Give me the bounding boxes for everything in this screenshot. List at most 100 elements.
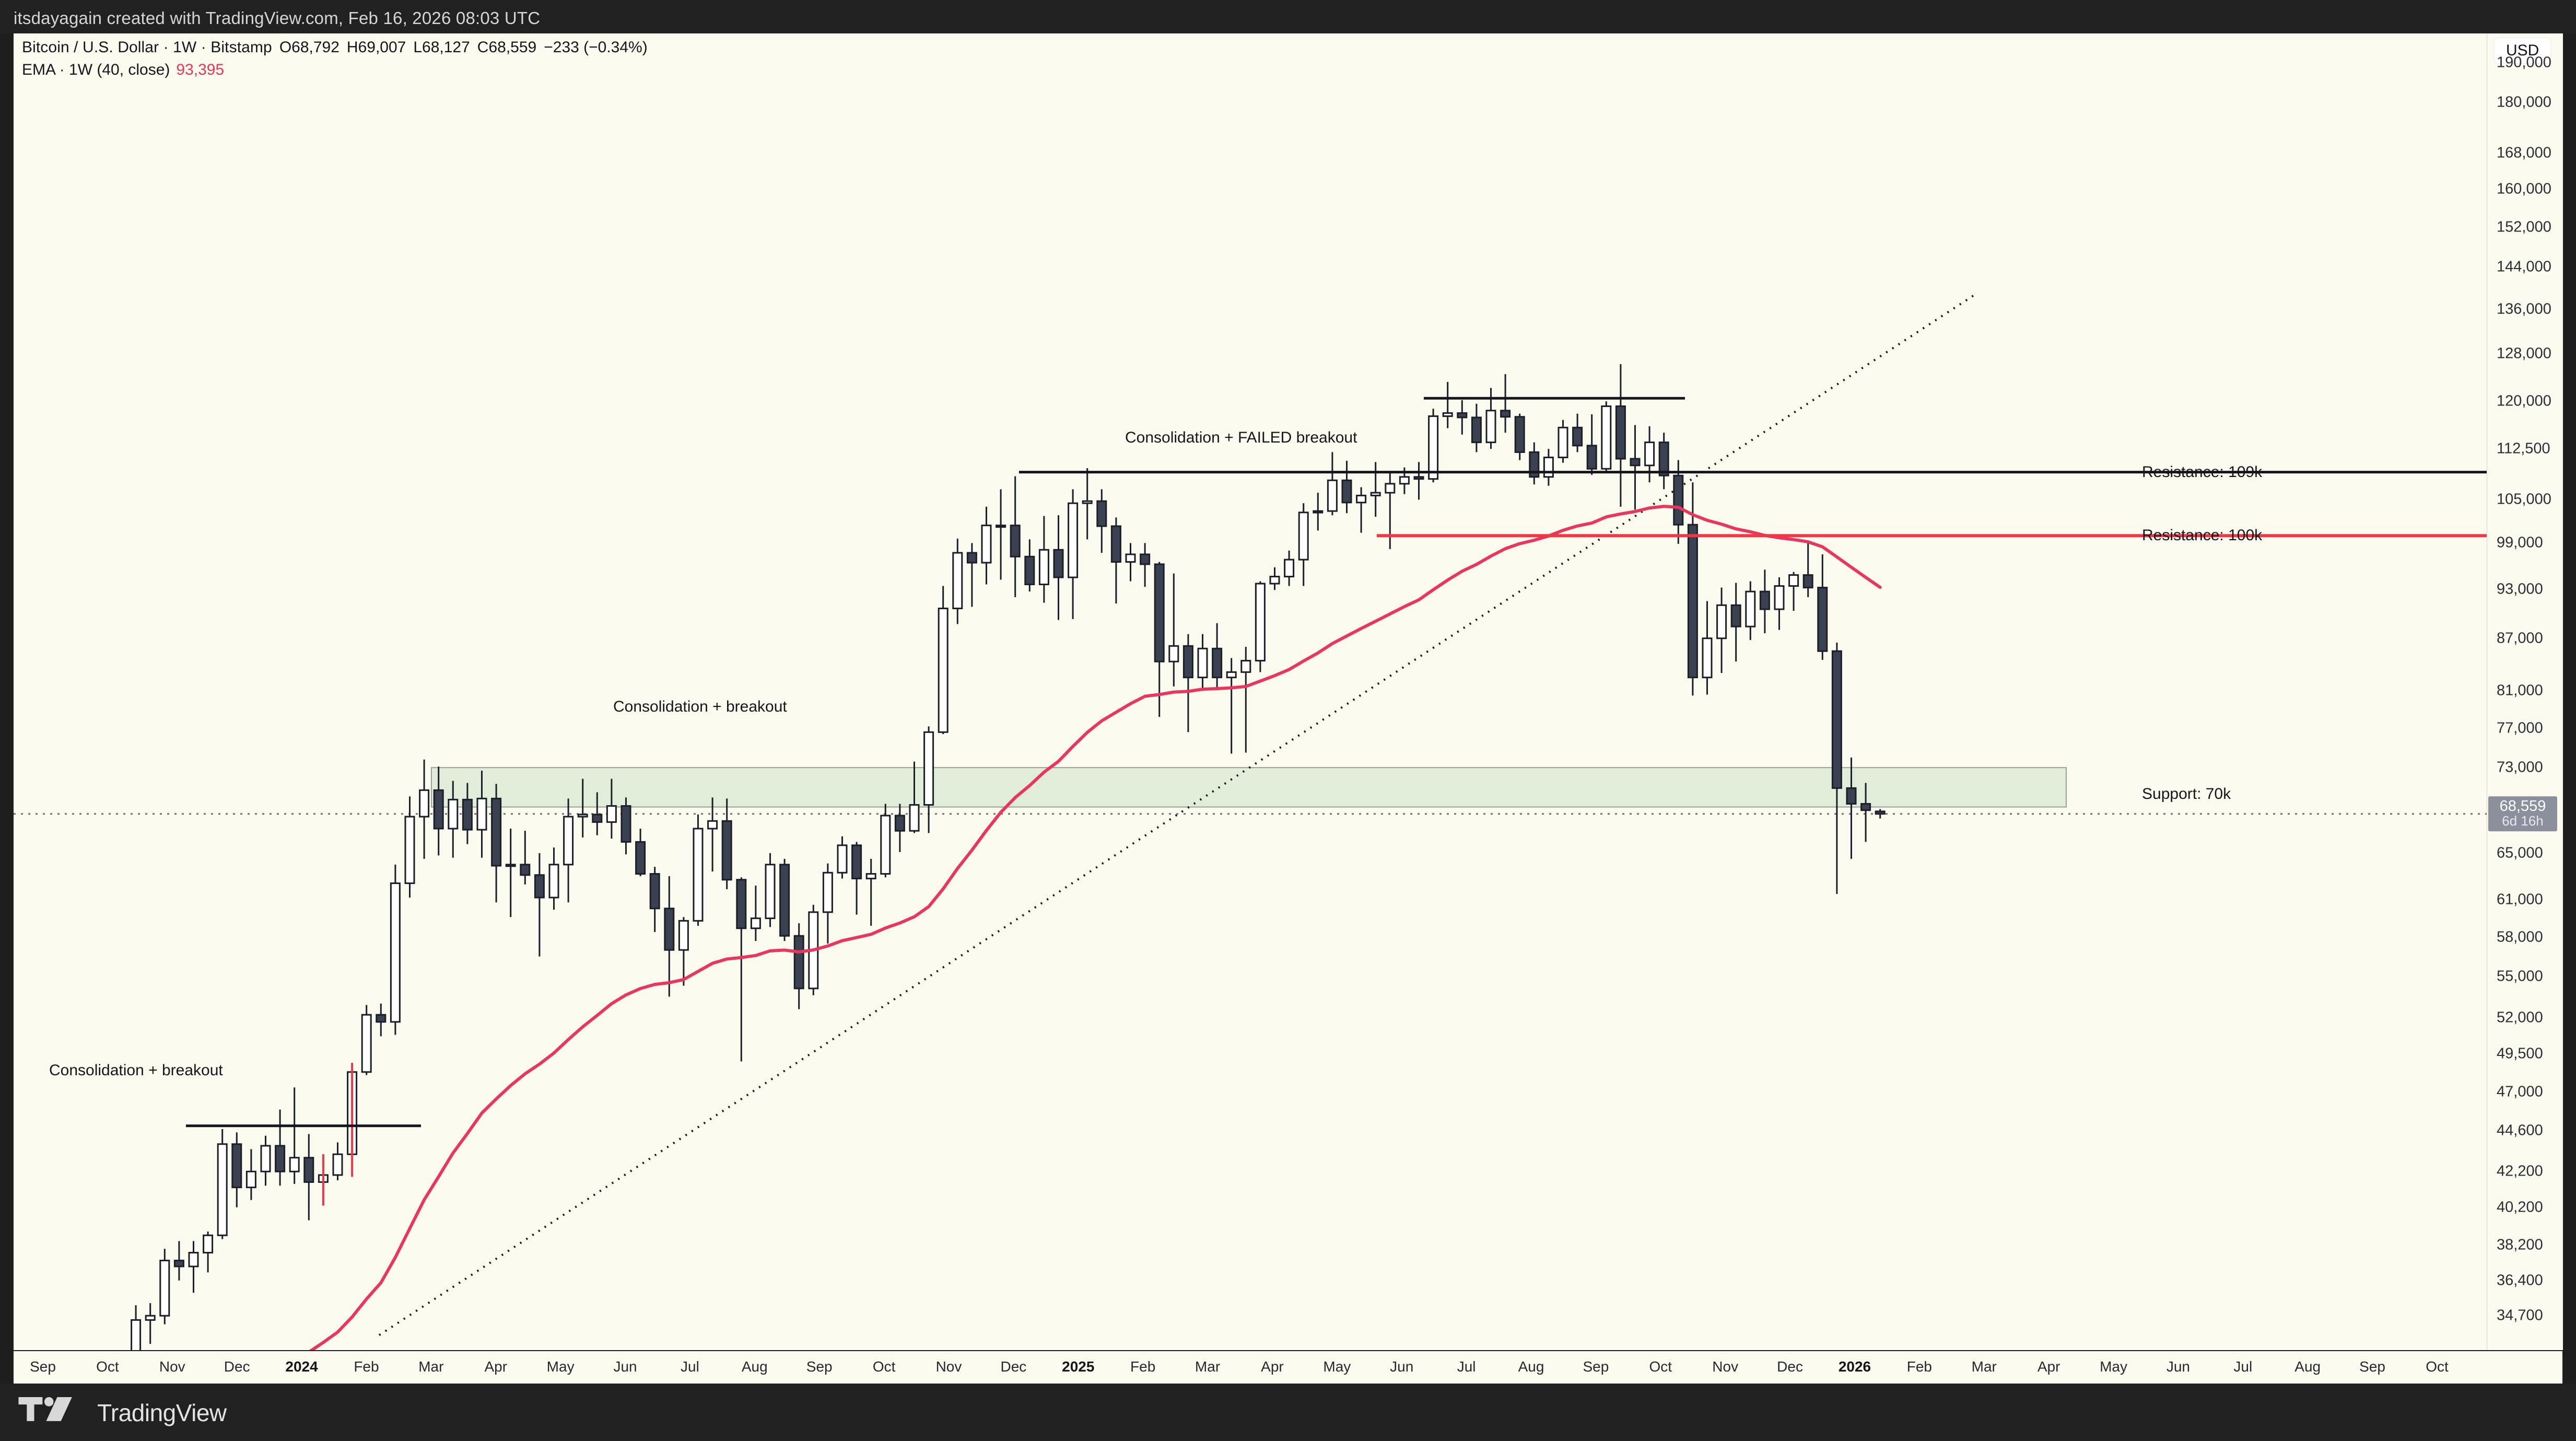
candle-body-bullish [750,917,761,929]
time-tick-year: 2024 [285,1358,318,1375]
price-tick-label: 61,000 [2497,891,2543,908]
candle-body-bearish [1846,787,1857,805]
open-value: O68,792 [279,39,339,56]
time-tick-month: Jun [2166,1358,2190,1375]
candle-body-bearish [1673,474,1684,526]
candle-body-bullish [880,815,891,875]
time-tick-month: Mar [418,1358,444,1375]
price-tick-label: 58,000 [2497,928,2543,946]
label-support-70k[interactable]: Support: 70k [2142,785,2231,803]
candle-body-bullish [1356,494,1367,504]
candle-body-bearish [1817,587,1828,652]
candle-body-bullish [1226,671,1237,679]
time-tick-month: Feb [354,1358,379,1375]
label-resistance-100k[interactable]: Resistance: 100k [2142,527,2263,544]
candle-body-bullish [837,844,848,874]
tradingview-mark-icon [18,1397,72,1421]
price-tick-label: 40,200 [2497,1199,2543,1216]
tradingview-wordmark: TradingView [97,1399,227,1426]
price-axis[interactable]: USD 190,000 180,000 168,000 160,000 152,000 1… [2487,33,2563,1350]
annotation-consolidation-early[interactable]: Consolidation + breakout [49,1062,223,1079]
candle-body-bearish [1514,416,1525,453]
candle-body-bearish [1182,645,1193,679]
price-tick-label: 152,000 [2497,218,2551,236]
candle-body-bullish [1601,405,1612,470]
time-tick-month: Jun [1390,1358,1414,1375]
candle-body-bullish [1774,585,1785,610]
candle-body-bearish [1759,590,1770,610]
candle-body-bullish [1485,410,1496,444]
candle-body-bullish [1327,479,1338,512]
candle-body-bearish [275,1145,286,1172]
candle-body-bearish [736,879,747,929]
candle-body-bearish [1572,426,1583,447]
candle-body-bullish [606,805,617,823]
candle-body-bearish [793,935,804,990]
price-tick-label: 168,000 [2497,144,2551,161]
candle-body-bullish [245,1170,256,1189]
candle-body-bullish [1313,510,1324,514]
candle-body-bearish [1024,555,1035,586]
time-tick-month: Dec [1777,1358,1803,1375]
candle-body-bearish [1140,553,1151,565]
candle-body-bearish [1053,549,1064,578]
candle-body-bullish [1702,637,1713,679]
candle-body-bullish [1399,476,1410,485]
candle-body-bullish [996,525,1006,528]
legend-indicator-row[interactable]: EMA · 1W (40, close) 93,395 [22,62,648,78]
candle-body-bullish [361,1014,372,1073]
time-tick-month: May [2100,1358,2127,1375]
candle-body-bullish [865,873,876,879]
time-tick-month: Mar [1971,1358,1997,1375]
current-price-value: 68,559 [2499,797,2546,815]
time-tick-month: Apr [1261,1358,1284,1375]
price-tick-label: 128,000 [2497,345,2551,362]
bar-countdown: 6d 16h [2502,813,2544,829]
time-tick-month: Aug [741,1358,768,1375]
time-tick-month: Nov [159,1358,185,1375]
label-resistance-109k[interactable]: Resistance: 109k [2142,463,2263,481]
candle-body-bullish [1068,502,1079,578]
candle-body-bullish [1038,549,1049,586]
price-tick-label: 73,000 [2497,759,2543,776]
candle-body-bearish [1413,476,1424,480]
time-tick-month: Feb [1130,1358,1156,1375]
candle-body-bearish [1096,500,1107,527]
candle-body-bullish [390,882,401,1023]
low-value: L68,127 [413,39,470,56]
candle-body-bearish [520,864,531,876]
candle-body-bullish [260,1145,271,1172]
candle-body-bullish [1197,647,1208,679]
candle-body-bearish [1586,445,1597,470]
time-tick-month: May [1323,1358,1351,1375]
candle-body-bearish [1687,524,1698,679]
candle-body-bearish [1341,479,1352,504]
legend-symbol-row[interactable]: Bitcoin / U.S. Dollar · 1W · Bitstamp O68… [22,40,648,55]
time-tick-month: Nov [935,1358,962,1375]
time-tick-month: Sep [30,1358,56,1375]
annotation-consolidation-mid[interactable]: Consolidation + breakout [613,698,787,715]
time-tick-month: Jul [2233,1358,2253,1375]
candle-body-bullish [1788,574,1799,587]
candle-body-bullish [909,804,920,832]
price-tick-label: 47,000 [2497,1083,2543,1100]
candle-body-bearish [1831,650,1842,789]
candle-body-bullish [289,1157,300,1172]
price-tick-label: 38,200 [2497,1236,2543,1253]
candle-body-bullish [707,820,718,830]
currency-badge[interactable]: USD [2495,38,2551,63]
time-tick-month: Apr [484,1358,508,1375]
candle-body-bullish [476,797,487,831]
time-tick-year: 2026 [1838,1358,1871,1375]
candle-body-bullish [1255,583,1266,661]
candle-body-bullish [1543,456,1554,478]
annotation-consolidation-failed[interactable]: Consolidation + FAILED breakout [1125,429,1357,446]
time-axis[interactable]: Sep Oct Nov Dec 2024 Feb Mar Apr May Jun Jul Aug Sep… [14,1350,2562,1385]
candle-body-bearish [1154,563,1165,663]
tradingview-logo[interactable]: TradingView [18,1397,227,1428]
chart-plot-area[interactable]: Bitcoin / U.S. Dollar · 1W · Bitstamp O68… [14,33,2487,1350]
time-tick-month: Jul [1457,1358,1476,1375]
current-price-tag: 68,559 6d 16h [2488,796,2557,832]
candle-body-bearish [721,820,732,881]
candle-body-bullish [1125,553,1136,563]
